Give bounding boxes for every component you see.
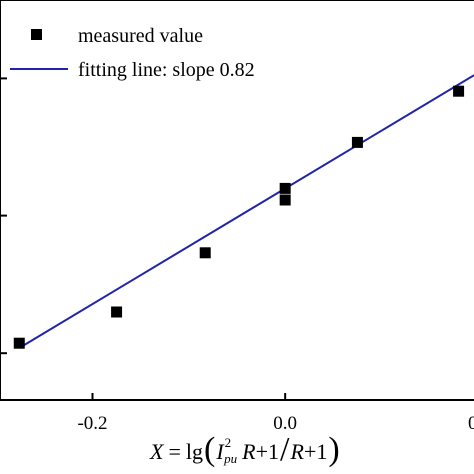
x-tick-label-2: 0 [468, 413, 474, 434]
fit-line [18, 74, 474, 349]
data-point-6 [453, 85, 465, 97]
data-point-5 [351, 136, 363, 148]
data-point-0 [13, 337, 25, 349]
xlabel-plus2: +1 [303, 439, 328, 464]
data-point-2 [199, 247, 211, 259]
x-tick-label-0: -0.2 [77, 413, 107, 434]
x-tick-label-1: 0.0 [273, 413, 297, 434]
xlabel-r1: R [242, 439, 256, 464]
xlabel-sub: pu [224, 451, 238, 466]
fit-line-layer [18, 74, 474, 349]
ticks: -0.2 0.0 0 [0, 77, 474, 434]
legend: measured value fitting line: slope 0.82 [10, 25, 255, 81]
data-point-1 [111, 306, 123, 318]
xlabel-lg: lg [185, 439, 203, 464]
xlabel-close-paren: ) [328, 431, 340, 468]
xlabel-i: I [216, 439, 224, 464]
xlabel-plus1: +1 [255, 439, 280, 464]
legend-marker-square [31, 29, 42, 40]
x-axis-label: X = lg ( I 2 pu R +1 / R +1 ) [150, 432, 474, 472]
xlabel-slash: / [280, 431, 290, 468]
xlabel-sup: 2 [224, 435, 232, 450]
points-layer [13, 85, 465, 349]
xlabel-x: X [150, 439, 164, 464]
xlabel-open-paren: ( [204, 431, 216, 468]
plot-frame [0, 0, 474, 401]
data-point-3 [279, 194, 291, 206]
xlabel-r2: R [290, 439, 304, 464]
legend-label-fit: fitting line: slope 0.82 [78, 59, 255, 81]
data-point-4 [279, 182, 291, 194]
xlabel-eq: = [168, 439, 181, 464]
legend-label-measured: measured value [78, 25, 203, 47]
